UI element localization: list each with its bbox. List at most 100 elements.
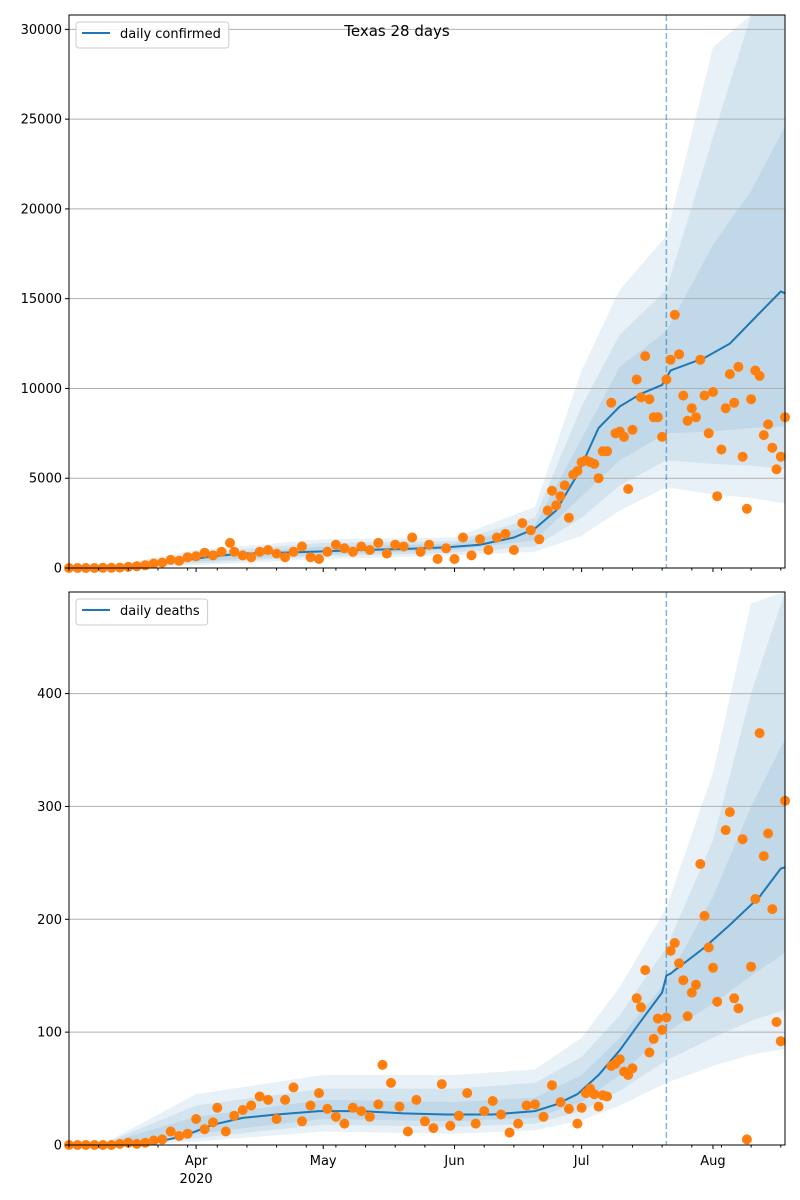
- y-tick-label: 200: [37, 913, 62, 928]
- data-point: [330, 1111, 341, 1122]
- data-point: [602, 1091, 613, 1102]
- legend-box: [75, 598, 209, 626]
- data-point: [208, 1117, 218, 1128]
- data-point: [572, 466, 583, 476]
- data-point: [458, 532, 468, 543]
- data-point: [652, 1013, 663, 1024]
- data-point: [695, 354, 706, 365]
- data-point: [640, 351, 651, 362]
- data-point: [661, 374, 672, 385]
- data-point: [424, 539, 435, 550]
- data-point: [691, 979, 701, 990]
- data-point: [521, 1100, 532, 1111]
- deaths-y-ticks: 0 100 200 300 400: [37, 687, 69, 1154]
- data-point: [682, 1011, 693, 1022]
- data-point: [555, 491, 566, 502]
- data-point: [724, 369, 735, 380]
- data-point: [165, 1126, 176, 1137]
- data-point: [356, 1106, 367, 1117]
- data-point: [148, 558, 159, 569]
- chart-title: Texas 28 days: [343, 22, 450, 40]
- data-point: [741, 503, 752, 514]
- data-point: [322, 1103, 333, 1114]
- data-point: [165, 554, 176, 565]
- data-point: [246, 1100, 257, 1111]
- data-point: [229, 546, 240, 557]
- data-point: [246, 552, 257, 563]
- data-point: [636, 392, 646, 403]
- data-point: [703, 942, 714, 953]
- data-point: [669, 309, 680, 320]
- data-point: [364, 545, 375, 555]
- data-point: [720, 825, 731, 836]
- data-point: [712, 996, 723, 1007]
- data-point: [665, 945, 676, 956]
- data-point: [652, 412, 663, 423]
- confirmed-x-ticks: [68, 568, 782, 572]
- data-point: [347, 546, 358, 557]
- data-point: [724, 807, 735, 818]
- y-tick-label: 30000: [21, 23, 62, 38]
- data-point: [657, 1024, 668, 1035]
- y-tick-label: 0: [54, 1139, 62, 1154]
- y-tick-label: 15000: [21, 292, 62, 307]
- data-point: [699, 910, 710, 921]
- data-point: [500, 528, 511, 539]
- data-point: [508, 545, 519, 555]
- data-point: [538, 1111, 549, 1122]
- data-point: [644, 1047, 655, 1058]
- data-point: [191, 1114, 202, 1124]
- uncertainty-band-1: [111, 592, 785, 1145]
- uncertainty-band-3: [111, 738, 785, 1145]
- data-point: [411, 1094, 422, 1105]
- data-point: [373, 537, 384, 548]
- data-point: [322, 546, 333, 557]
- data-point: [657, 431, 668, 442]
- data-point: [280, 1094, 291, 1105]
- data-point: [174, 555, 185, 566]
- data-point: [589, 458, 600, 469]
- data-point: [737, 834, 748, 845]
- data-point: [212, 1102, 223, 1113]
- data-point: [462, 1088, 473, 1099]
- data-point: [542, 505, 553, 516]
- x-tick-label: Aug: [700, 1154, 725, 1169]
- data-point: [347, 1102, 358, 1113]
- data-point: [712, 491, 723, 502]
- data-point: [775, 451, 786, 462]
- data-point: [627, 424, 638, 435]
- data-point: [491, 532, 502, 543]
- data-point: [373, 1099, 384, 1110]
- data-point: [729, 397, 740, 408]
- data-point: [551, 500, 562, 511]
- data-point: [669, 938, 680, 948]
- data-point: [619, 431, 629, 442]
- y-tick-label: 100: [37, 1026, 62, 1041]
- data-point: [131, 1138, 142, 1149]
- data-point: [686, 987, 697, 998]
- data-point: [555, 1097, 566, 1108]
- y-tick-label: 20000: [21, 202, 62, 217]
- data-point: [140, 1137, 151, 1148]
- data-point: [746, 961, 757, 972]
- data-point: [750, 894, 761, 904]
- data-point: [263, 1094, 274, 1105]
- data-point: [606, 397, 617, 408]
- uncertainty-band-3: [111, 126, 785, 569]
- data-point: [758, 430, 769, 441]
- data-point: [771, 1017, 782, 1027]
- data-point: [216, 546, 227, 557]
- data-point: [199, 1124, 210, 1135]
- data-point: [758, 851, 769, 862]
- data-point: [644, 394, 655, 405]
- data-point: [754, 728, 765, 739]
- data-point: [398, 541, 409, 552]
- data-point: [678, 975, 689, 986]
- data-point: [453, 1110, 464, 1121]
- deaths-points: [64, 728, 790, 1150]
- data-point: [733, 361, 744, 372]
- data-point: [297, 1116, 307, 1127]
- data-point: [563, 1103, 574, 1114]
- data-point: [674, 349, 685, 360]
- data-point: [140, 560, 151, 571]
